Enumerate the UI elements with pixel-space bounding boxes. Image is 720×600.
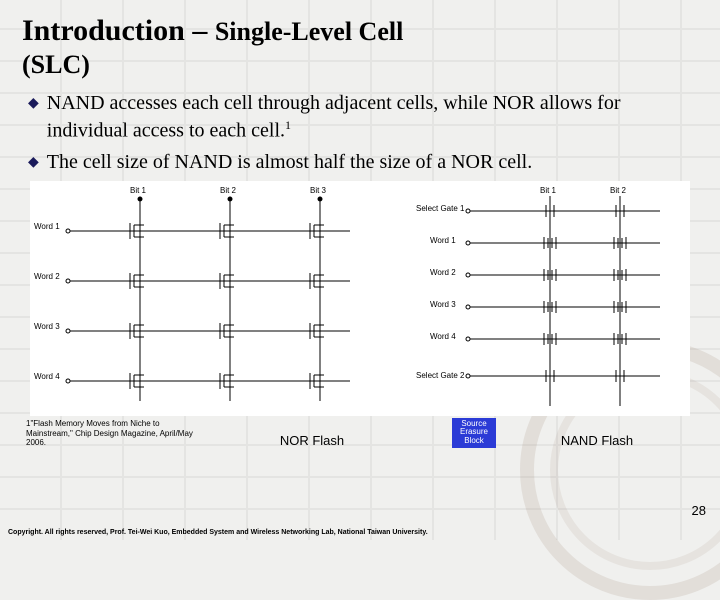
footnote-text: 1"Flash Memory Moves from Niche to Mains…	[22, 419, 202, 448]
nand-bit-label: Bit 2	[610, 186, 627, 195]
circuit-diagram: Bit 1 Bit 2 Bit 3 Word 1 Word 2 Word 3 W…	[30, 181, 690, 416]
title-sub2: (SLC)	[22, 50, 90, 79]
copyright-text: Copyright. All rights reserved, Prof. Te…	[8, 529, 428, 536]
caption-row: 1"Flash Memory Moves from Niche to Mains…	[22, 418, 698, 448]
title-main: Introduction –	[22, 14, 215, 47]
nor-bit-label: Bit 1	[130, 186, 147, 195]
bullet-text: NAND accesses each cell through adjacent…	[47, 90, 698, 145]
nor-bit-label: Bit 2	[220, 186, 237, 195]
nand-word-label: Word 4	[430, 332, 456, 341]
nand-word-label: Word 2	[430, 268, 456, 277]
title-sub1: Single-Level Cell	[215, 17, 403, 46]
bullet-icon: ◆	[28, 90, 39, 145]
nand-bit-label: Bit 1	[540, 186, 557, 195]
footnote-ref: 1	[285, 118, 291, 132]
slide-title: Introduction – Single-Level Cell (SLC)	[22, 14, 698, 80]
nor-word-label: Word 1	[34, 222, 60, 231]
caption-nand: NAND Flash	[496, 433, 698, 448]
nor-bit-label: Bit 3	[310, 186, 327, 195]
nor-word-label: Word 4	[34, 372, 60, 381]
nand-select-bot: Select Gate 2	[416, 371, 465, 380]
page-number: 28	[692, 503, 706, 518]
bullet-list: ◆ NAND accesses each cell through adjace…	[22, 90, 698, 177]
caption-nor: NOR Flash	[212, 433, 412, 448]
nand-word-label: Word 1	[430, 236, 456, 245]
nand-word-label: Word 3	[430, 300, 456, 309]
circuit-svg: Bit 1 Bit 2 Bit 3 Word 1 Word 2 Word 3 W…	[30, 181, 690, 411]
slide: Introduction – Single-Level Cell (SLC) ◆…	[0, 0, 720, 540]
bullet-item: ◆ The cell size of NAND is almost half t…	[22, 149, 698, 177]
nor-word-label: Word 2	[34, 272, 60, 281]
nand-select-top: Select Gate 1	[416, 204, 465, 213]
source-erasure-box: Source Erasure Block	[452, 418, 496, 448]
bullet-item: ◆ NAND accesses each cell through adjace…	[22, 90, 698, 145]
nor-word-label: Word 3	[34, 322, 60, 331]
bullet-text: The cell size of NAND is almost half the…	[47, 149, 532, 177]
bullet-icon: ◆	[28, 149, 39, 177]
